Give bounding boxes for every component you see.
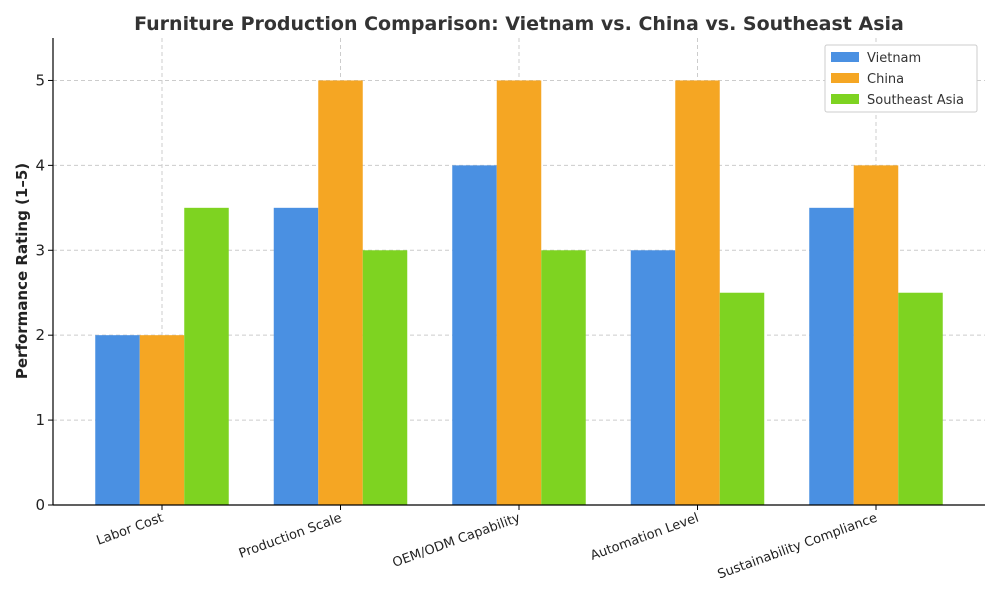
bar-china-2 (496, 80, 542, 506)
bar-vietnam-0 (95, 335, 140, 505)
legend-box (824, 44, 978, 113)
bar-china-3 (675, 80, 720, 506)
legend-swatch (831, 94, 859, 104)
bars (95, 80, 943, 506)
y-axis-label: Performance Rating (1–5) (13, 163, 31, 379)
bar-southeast-asia-1 (362, 250, 408, 505)
legend-swatch (831, 73, 859, 83)
y-tick-label: 5 (35, 71, 45, 89)
x-tick-label: Production Scale (237, 511, 344, 562)
legend-label: China (867, 72, 904, 87)
bar-southeast-asia-3 (719, 292, 765, 505)
legend-label: Southeast Asia (867, 93, 964, 108)
y-tick-label: 2 (35, 326, 45, 344)
y-tick-label: 4 (35, 156, 45, 174)
x-tick-labels: Labor Cost Production Scale OEM/ODM Capabi… (95, 505, 880, 583)
bar-vietnam-1 (273, 207, 319, 505)
x-tick-label: OEM/ODM Capability (391, 511, 523, 571)
bar-vietnam-4 (809, 207, 854, 505)
y-tick-label: 0 (35, 496, 45, 514)
legend: Vietnam China Southeast Asia (824, 44, 978, 113)
legend-label: Vietnam (867, 51, 921, 66)
bar-china-4 (853, 165, 899, 505)
bar-china-1 (318, 80, 363, 506)
bar-china-0 (139, 335, 185, 505)
bar-southeast-asia-4 (898, 292, 943, 505)
legend-swatch (831, 52, 859, 62)
bar-southeast-asia-0 (184, 207, 229, 505)
bar-vietnam-3 (630, 250, 676, 505)
y-tick-label: 1 (35, 411, 45, 429)
x-tick-label: Automation Level (588, 511, 700, 564)
chart-title: Furniture Production Comparison: Vietnam… (134, 13, 904, 35)
x-tick-label: Labor Cost (95, 511, 166, 549)
x-tick-label: Sustainability Compliance (716, 511, 880, 583)
bar-southeast-asia-2 (541, 250, 586, 505)
bar-vietnam-2 (452, 165, 497, 505)
y-tick-labels: 0 1 2 3 4 5 (35, 71, 53, 514)
y-tick-label: 3 (35, 241, 45, 259)
